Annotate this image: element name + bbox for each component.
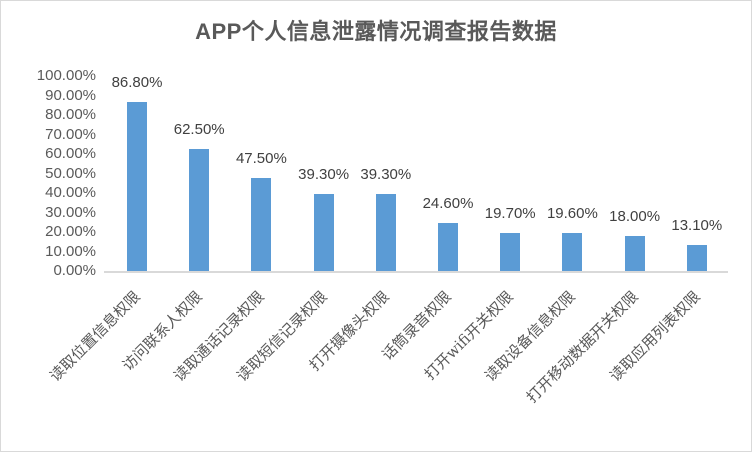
y-tick-label: 20.00% bbox=[45, 223, 96, 240]
bar bbox=[251, 178, 272, 271]
y-tick-label: 80.00% bbox=[45, 106, 96, 123]
y-tick-label: 0.00% bbox=[53, 262, 96, 279]
data-label: 86.80% bbox=[111, 73, 163, 91]
data-label: 13.10% bbox=[671, 217, 723, 235]
x-axis-line bbox=[104, 271, 728, 273]
y-tick-label: 50.00% bbox=[45, 164, 96, 182]
y-tick-label: 30.00% bbox=[45, 203, 96, 221]
bar bbox=[624, 235, 645, 271]
y-tick-label: 60.00% bbox=[45, 145, 96, 162]
data-label: 19.60% bbox=[546, 204, 598, 222]
bar bbox=[313, 194, 334, 271]
data-label: 39.30% bbox=[298, 166, 350, 184]
bar bbox=[127, 101, 147, 271]
y-tick-label: 40.00% bbox=[45, 184, 96, 201]
bar bbox=[500, 232, 521, 271]
y-tick-label: 90.00% bbox=[45, 86, 96, 104]
bar bbox=[686, 245, 707, 271]
bar bbox=[189, 149, 210, 271]
data-label: 39.30% bbox=[360, 166, 412, 184]
y-tick-label: 10.00% bbox=[45, 242, 96, 260]
bar bbox=[375, 194, 396, 271]
data-label: 19.70% bbox=[484, 204, 536, 222]
y-tick-label: 70.00% bbox=[45, 125, 96, 143]
data-label: 24.60% bbox=[422, 195, 474, 213]
data-label: 18.00% bbox=[609, 207, 661, 225]
y-tick-label: 100.00% bbox=[36, 67, 96, 84]
data-label: 47.50% bbox=[235, 150, 287, 168]
bar bbox=[562, 232, 583, 271]
chart-title: APP个人信息泄露情况调查报告数据 bbox=[195, 19, 557, 44]
bar bbox=[438, 223, 458, 271]
data-label: 62.50% bbox=[173, 121, 225, 139]
